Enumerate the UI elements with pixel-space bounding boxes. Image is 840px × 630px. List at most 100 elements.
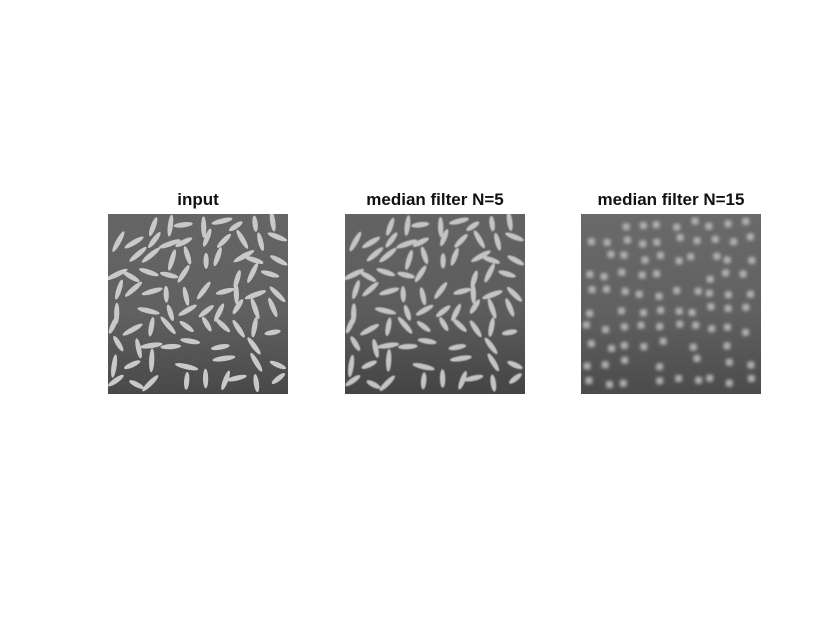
image-median-n15: [581, 214, 761, 394]
rice-grain: [417, 338, 437, 345]
rice-grain: [264, 329, 281, 336]
rice-grain: [412, 237, 429, 247]
rice-grain: [587, 238, 595, 246]
rice-grain: [201, 216, 207, 238]
rice-grain: [464, 374, 484, 382]
rice-grain: [676, 234, 684, 242]
rice-grain: [404, 215, 411, 236]
rice-grain: [232, 319, 245, 338]
rice-grain: [688, 309, 696, 316]
rice-grain: [705, 289, 713, 297]
rice-grain: [166, 304, 175, 322]
rice-grain: [257, 232, 265, 251]
rice-grain: [250, 352, 263, 372]
rice-grain: [452, 318, 467, 332]
rice-grain: [385, 349, 392, 372]
rice-grain: [112, 231, 125, 252]
rice-grain: [507, 360, 523, 370]
rice-grain: [619, 379, 627, 387]
rice-grain: [196, 281, 211, 300]
rice-grain: [350, 336, 361, 351]
rice-grain: [655, 292, 663, 300]
rice-grain: [747, 375, 755, 382]
rice-grain: [638, 271, 646, 279]
rice-grain: [148, 317, 155, 337]
rice-grain: [397, 271, 415, 279]
rice-grain: [608, 344, 616, 352]
rice-grain: [687, 253, 695, 261]
rice-grain: [711, 235, 719, 243]
rice-grain: [167, 214, 174, 237]
rice-grain: [618, 307, 625, 315]
rice-grain: [640, 343, 648, 351]
rice-grain: [247, 262, 259, 283]
rice-grain: [211, 217, 233, 225]
rice-grain: [244, 256, 264, 264]
rice-grain: [653, 238, 661, 246]
rice-grain: [691, 217, 699, 225]
rice-grain: [489, 216, 495, 232]
rice-grain: [586, 270, 594, 278]
rice-grains: [345, 214, 525, 392]
rice-grain: [488, 317, 495, 337]
rice-grain: [747, 290, 754, 298]
rice-grain: [742, 303, 750, 311]
rice-grain: [352, 280, 360, 300]
rice-grain: [182, 286, 190, 306]
panel-title-median-n15: median filter N=15: [597, 190, 745, 209]
rice-grain: [487, 298, 497, 319]
rice-grain: [397, 316, 413, 334]
rice-grain: [267, 232, 288, 242]
rice-grain: [361, 360, 377, 369]
rice-grain: [345, 268, 365, 280]
rice-grain: [360, 323, 380, 336]
rice-grain: [505, 232, 524, 242]
rice-grain: [250, 297, 260, 320]
rice-grain: [372, 338, 379, 358]
rice-grain: [138, 268, 159, 277]
rice-grain: [470, 282, 477, 304]
rice-grain: [180, 338, 201, 345]
rice-grain: [694, 287, 702, 295]
rice-grain: [585, 377, 593, 385]
rice-grain: [692, 321, 700, 329]
rice-grain: [437, 217, 444, 238]
rice-grain: [439, 369, 446, 388]
rice-grain: [226, 374, 247, 382]
rice-grain: [494, 232, 502, 251]
rice-grain: [466, 221, 480, 231]
rice-grain: [400, 286, 406, 303]
rice-grain: [269, 286, 286, 303]
rice-grain: [141, 247, 160, 263]
rice-grain: [713, 252, 721, 260]
rice-grain: [183, 246, 192, 265]
rice-grain: [639, 222, 647, 230]
rice-grain: [618, 268, 626, 276]
rice-grain: [723, 342, 731, 350]
image-median-n5: [345, 214, 525, 394]
rice-grain: [174, 363, 199, 371]
rice-grain: [689, 343, 697, 351]
rice-grain: [723, 256, 731, 264]
rice-grain: [405, 249, 413, 271]
rice-grain: [201, 316, 212, 332]
rice-grain: [362, 282, 379, 297]
rice-grain: [439, 317, 449, 332]
rice-grain: [215, 318, 231, 333]
panel-title-median-n5: median filter N=5: [366, 190, 504, 209]
rice-grain: [509, 373, 522, 384]
rice-grain: [268, 297, 278, 318]
rice-grain: [601, 361, 609, 369]
rice-grain: [379, 375, 396, 391]
rice-grain: [484, 337, 498, 355]
rice-grain: [271, 373, 286, 384]
rice-grain: [621, 287, 629, 295]
rice-grain: [582, 321, 590, 329]
panel-median-n15: median filter N=15: [581, 188, 761, 394]
rice-grain: [214, 303, 225, 322]
rice-grain: [656, 363, 664, 371]
rice-grain: [450, 247, 459, 266]
rice-grains: [582, 217, 756, 388]
rice-grain: [210, 344, 230, 351]
rice-grain: [359, 271, 377, 282]
